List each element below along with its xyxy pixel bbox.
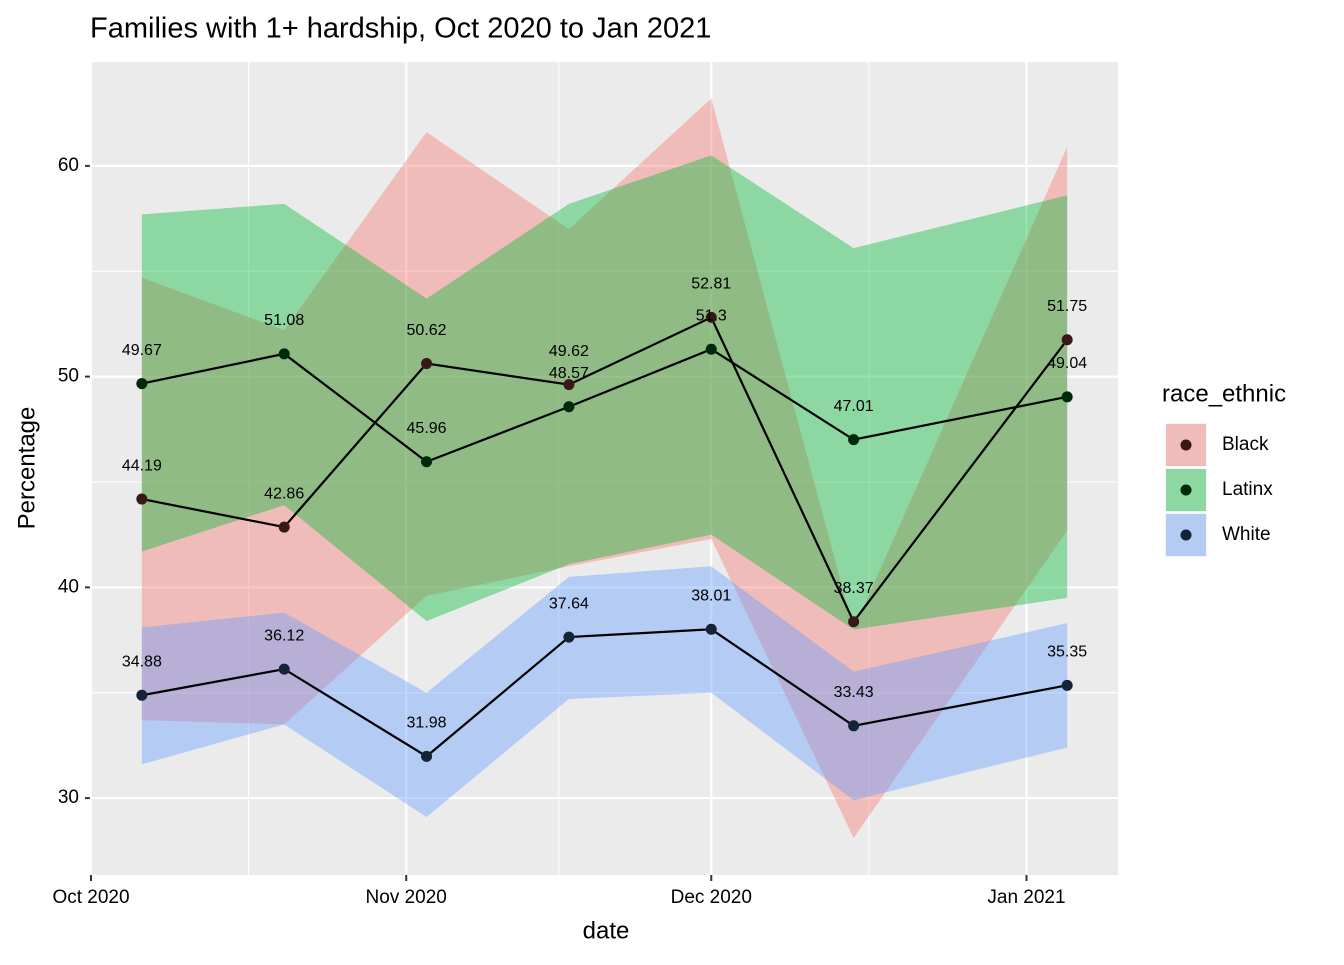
- data-point-shade: [848, 616, 860, 628]
- x-tick-label: Jan 2021: [987, 887, 1065, 908]
- legend-label: Black: [1222, 434, 1269, 455]
- data-label: 35.35: [1047, 644, 1087, 661]
- data-point-shade: [705, 343, 717, 355]
- data-point-shade: [136, 689, 148, 701]
- data-point-shade: [278, 348, 290, 360]
- data-label: 38.01: [691, 588, 731, 605]
- data-point-shade: [705, 623, 717, 635]
- legend-dot-shade: [1180, 484, 1192, 496]
- data-label: 36.12: [264, 627, 304, 644]
- data-label: 48.57: [549, 365, 589, 382]
- y-tick-label: 50: [58, 366, 79, 387]
- y-tick-label: 30: [58, 787, 79, 808]
- data-point-shade: [705, 311, 717, 323]
- data-point-shade: [848, 720, 860, 732]
- x-tick-label: Oct 2020: [52, 887, 129, 908]
- data-label: 34.88: [122, 653, 162, 670]
- data-point-shade: [136, 493, 148, 505]
- data-label: 52.81: [691, 276, 731, 293]
- data-point-shade: [278, 521, 290, 533]
- data-point-shade: [563, 379, 575, 391]
- data-label: 49.67: [122, 342, 162, 359]
- data-point-shade: [421, 750, 433, 762]
- x-axis-title: date: [583, 917, 630, 944]
- y-tick-label: 60: [58, 155, 79, 176]
- data-point-shade: [1061, 679, 1073, 691]
- y-axis-title: Percentage: [13, 407, 40, 530]
- data-point-shade: [848, 434, 860, 446]
- data-point-shade: [421, 456, 433, 468]
- data-label: 38.37: [834, 580, 874, 597]
- data-label: 51.75: [1047, 298, 1087, 315]
- confidence-ribbon: [141, 98, 1068, 839]
- data-label: 37.64: [549, 595, 589, 612]
- data-point-shade: [278, 663, 290, 675]
- chart-title: Families with 1+ hardship, Oct 2020 to J…: [90, 13, 711, 45]
- data-point-shade: [136, 378, 148, 390]
- data-point-shade: [1061, 391, 1073, 403]
- legend-dot-shade: [1180, 439, 1192, 451]
- data-label: 45.96: [407, 420, 447, 437]
- data-label: 49.04: [1047, 355, 1087, 372]
- y-tick-label: 40: [58, 576, 79, 597]
- legend-title: race_ethnic: [1162, 380, 1286, 407]
- data-label: 51.3: [696, 307, 727, 324]
- data-label: 47.01: [834, 398, 874, 415]
- data-point-shade: [1061, 334, 1073, 346]
- legend-key: [1164, 512, 1208, 558]
- data-label: 49.62: [549, 343, 589, 360]
- plot-panel: [91, 62, 1118, 875]
- legend-label: Latinx: [1222, 479, 1273, 500]
- confidence-ribbon: [141, 566, 1068, 818]
- legend-label: White: [1222, 524, 1271, 545]
- x-tick-label: Nov 2020: [366, 887, 447, 908]
- legend-dot-shade: [1180, 529, 1192, 541]
- data-label: 42.86: [264, 485, 304, 502]
- data-point-shade: [563, 631, 575, 643]
- data-label: 31.98: [407, 715, 447, 732]
- data-label: 50.62: [407, 322, 447, 339]
- data-point-shade: [563, 401, 575, 413]
- data-label: 44.19: [122, 457, 162, 474]
- data-point-shade: [421, 358, 433, 370]
- data-label: 33.43: [834, 684, 874, 701]
- x-tick-label: Dec 2020: [671, 887, 752, 908]
- data-label: 51.08: [264, 312, 304, 329]
